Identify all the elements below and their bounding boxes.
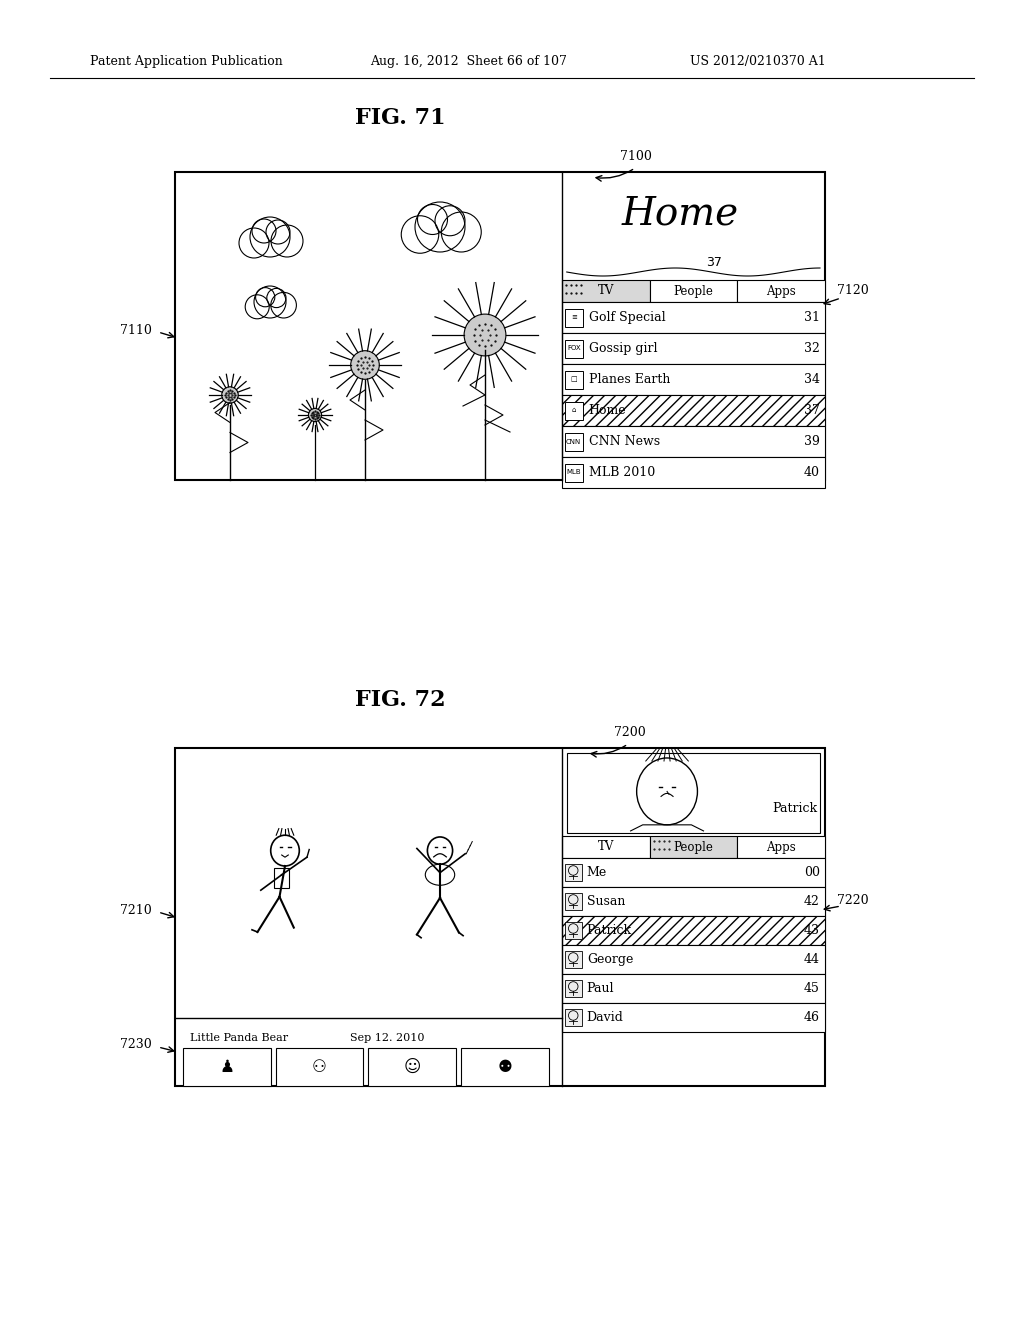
- Text: 7110: 7110: [120, 323, 152, 337]
- Text: Golf Special: Golf Special: [589, 312, 666, 323]
- Text: 7200: 7200: [614, 726, 646, 739]
- Text: 00: 00: [804, 866, 820, 879]
- Bar: [562, 887, 825, 916]
- Circle shape: [308, 408, 322, 421]
- Bar: [175, 172, 825, 480]
- Text: Patent Application Publication: Patent Application Publication: [90, 55, 283, 69]
- Bar: [461, 1048, 549, 1086]
- Bar: [562, 1003, 825, 1032]
- Bar: [565, 865, 582, 880]
- Bar: [565, 433, 583, 450]
- Text: 31: 31: [804, 312, 820, 323]
- Circle shape: [222, 387, 239, 403]
- Text: 39: 39: [804, 436, 820, 447]
- Bar: [565, 401, 583, 420]
- Bar: [565, 371, 583, 388]
- Text: 32: 32: [804, 342, 820, 355]
- Text: Paul: Paul: [587, 982, 614, 995]
- Text: 46: 46: [804, 1011, 820, 1024]
- Text: 7230: 7230: [120, 1039, 152, 1052]
- Text: Apps: Apps: [766, 285, 796, 297]
- Bar: [737, 836, 825, 858]
- Text: Susan: Susan: [587, 895, 625, 908]
- Bar: [369, 1048, 456, 1086]
- Bar: [565, 463, 583, 482]
- Circle shape: [350, 351, 379, 379]
- Bar: [562, 836, 649, 858]
- Text: 34: 34: [804, 374, 820, 385]
- Text: Home: Home: [589, 404, 627, 417]
- Text: MLB: MLB: [566, 470, 581, 475]
- Bar: [565, 979, 582, 997]
- Bar: [562, 858, 825, 887]
- Text: 7210: 7210: [120, 903, 152, 916]
- Bar: [562, 364, 825, 395]
- Text: ≡: ≡: [570, 314, 577, 321]
- Bar: [737, 280, 825, 302]
- Bar: [275, 1048, 364, 1086]
- Bar: [562, 974, 825, 1003]
- Text: George: George: [587, 953, 633, 966]
- Text: 40: 40: [804, 466, 820, 479]
- Text: 44: 44: [804, 953, 820, 966]
- Bar: [274, 869, 290, 888]
- Bar: [175, 748, 825, 1086]
- Circle shape: [464, 314, 506, 356]
- Bar: [565, 921, 582, 939]
- Text: People: People: [674, 285, 714, 297]
- Bar: [565, 950, 582, 968]
- Bar: [562, 945, 825, 974]
- Text: 42: 42: [804, 895, 820, 908]
- Bar: [649, 836, 737, 858]
- Text: TV: TV: [597, 841, 613, 854]
- Bar: [562, 426, 825, 457]
- Text: 37: 37: [707, 256, 722, 268]
- Bar: [566, 752, 820, 833]
- Text: FIG. 72: FIG. 72: [354, 689, 445, 711]
- Text: ⌂: ⌂: [571, 408, 575, 413]
- Text: CNN: CNN: [566, 438, 582, 445]
- Text: US 2012/0210370 A1: US 2012/0210370 A1: [690, 55, 825, 69]
- Text: 37: 37: [804, 404, 820, 417]
- Bar: [562, 333, 825, 364]
- Text: FOX: FOX: [567, 346, 581, 351]
- Text: ♟: ♟: [219, 1059, 234, 1076]
- Text: Gossip girl: Gossip girl: [589, 342, 657, 355]
- Bar: [562, 395, 825, 426]
- Text: Little Panda Bear: Little Panda Bear: [190, 1034, 288, 1043]
- Text: ☺: ☺: [403, 1059, 421, 1076]
- Text: Apps: Apps: [766, 841, 796, 854]
- Text: Sep 12. 2010: Sep 12. 2010: [350, 1034, 425, 1043]
- Bar: [562, 280, 649, 302]
- Text: People: People: [674, 841, 714, 854]
- Text: 45: 45: [804, 982, 820, 995]
- Text: CNN News: CNN News: [589, 436, 659, 447]
- Text: ⚇: ⚇: [312, 1059, 327, 1076]
- Bar: [562, 457, 825, 488]
- Bar: [562, 916, 825, 945]
- Text: 7120: 7120: [837, 284, 868, 297]
- Bar: [565, 894, 582, 909]
- Text: MLB 2010: MLB 2010: [589, 466, 655, 479]
- Text: Planes Earth: Planes Earth: [589, 374, 670, 385]
- Text: ⚉: ⚉: [498, 1059, 512, 1076]
- Text: 43: 43: [804, 924, 820, 937]
- Text: Patrick: Patrick: [772, 803, 817, 816]
- Text: TV: TV: [597, 285, 613, 297]
- Text: 7100: 7100: [620, 150, 652, 164]
- Text: Home: Home: [622, 195, 738, 232]
- Text: Patrick: Patrick: [587, 924, 632, 937]
- Text: Me: Me: [587, 866, 607, 879]
- Bar: [565, 1008, 582, 1026]
- Text: Aug. 16, 2012  Sheet 66 of 107: Aug. 16, 2012 Sheet 66 of 107: [370, 55, 567, 69]
- Bar: [649, 280, 737, 302]
- Text: □: □: [570, 376, 578, 383]
- Text: David: David: [587, 1011, 624, 1024]
- Bar: [183, 1048, 270, 1086]
- Text: FIG. 71: FIG. 71: [354, 107, 445, 129]
- Bar: [565, 339, 583, 358]
- Text: 7220: 7220: [837, 894, 868, 907]
- Bar: [565, 309, 583, 326]
- Bar: [562, 302, 825, 333]
